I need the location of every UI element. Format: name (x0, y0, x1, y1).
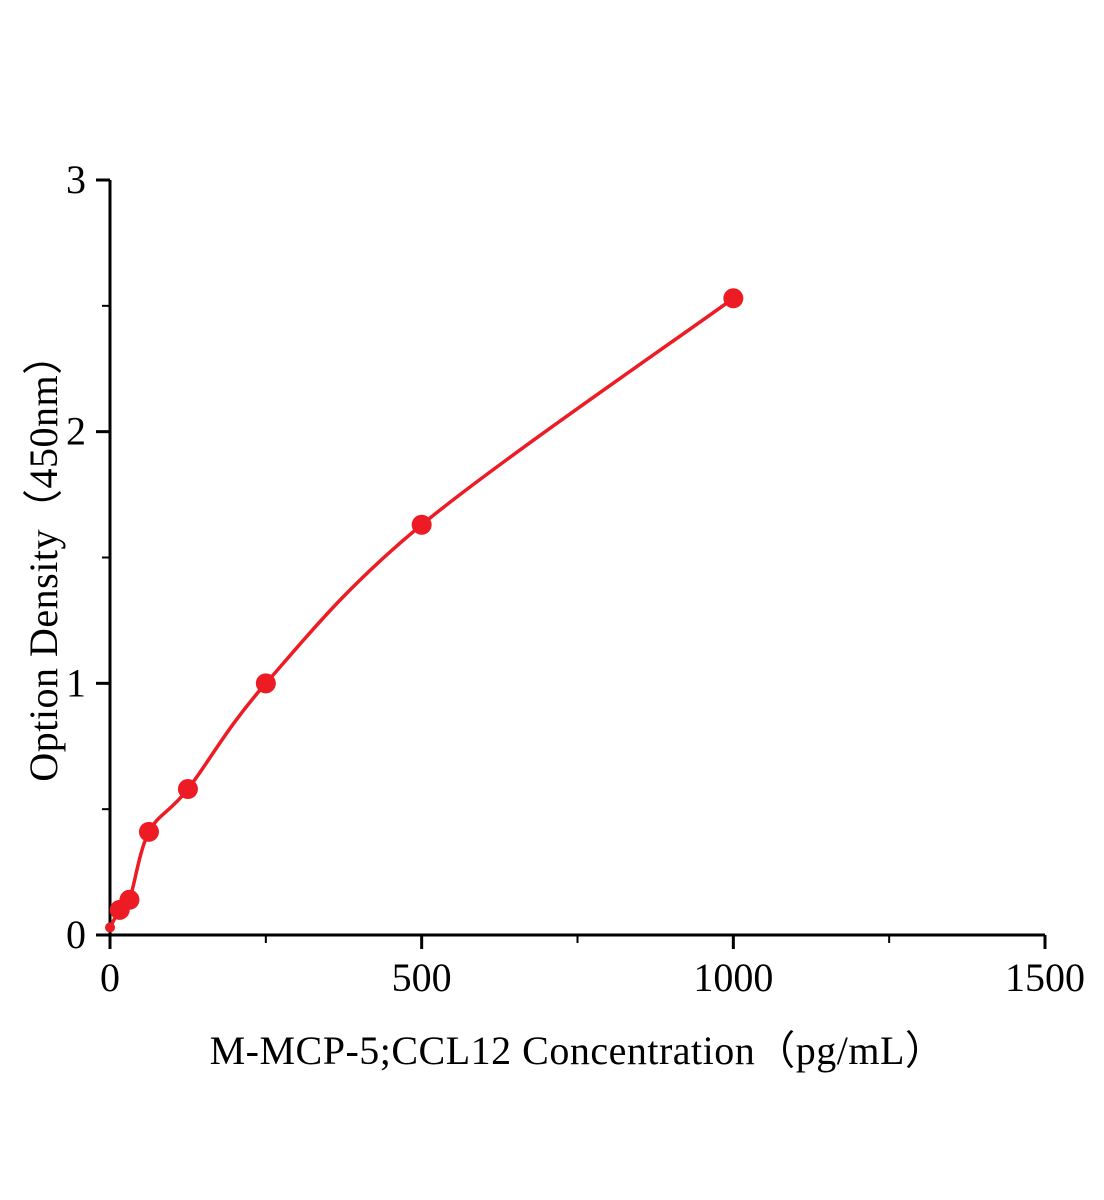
data-point-marker (105, 922, 115, 933)
x-tick-label: 1000 (693, 955, 773, 1000)
y-tick-label: 1 (66, 660, 86, 705)
data-point-marker (177, 779, 198, 800)
data-point-marker (138, 821, 159, 842)
y-tick-label: 2 (66, 409, 86, 454)
y-tick-label: 3 (66, 157, 86, 202)
data-point-marker (119, 889, 140, 910)
x-tick-label: 500 (392, 955, 452, 1000)
data-point-marker (255, 673, 276, 694)
x-tick-label: 0 (100, 955, 120, 1000)
x-axis-label: M-MCP-5;CCL12 Concentration（pg/mL） (209, 1028, 946, 1073)
standard-curve-line (108, 296, 736, 930)
data-point-marker (411, 514, 432, 535)
y-tick-label: 0 (66, 912, 86, 957)
x-tick-label: 1500 (1005, 955, 1085, 1000)
y-axis-label: Option Density（450nm） (21, 334, 66, 782)
data-point-marker (723, 288, 744, 309)
